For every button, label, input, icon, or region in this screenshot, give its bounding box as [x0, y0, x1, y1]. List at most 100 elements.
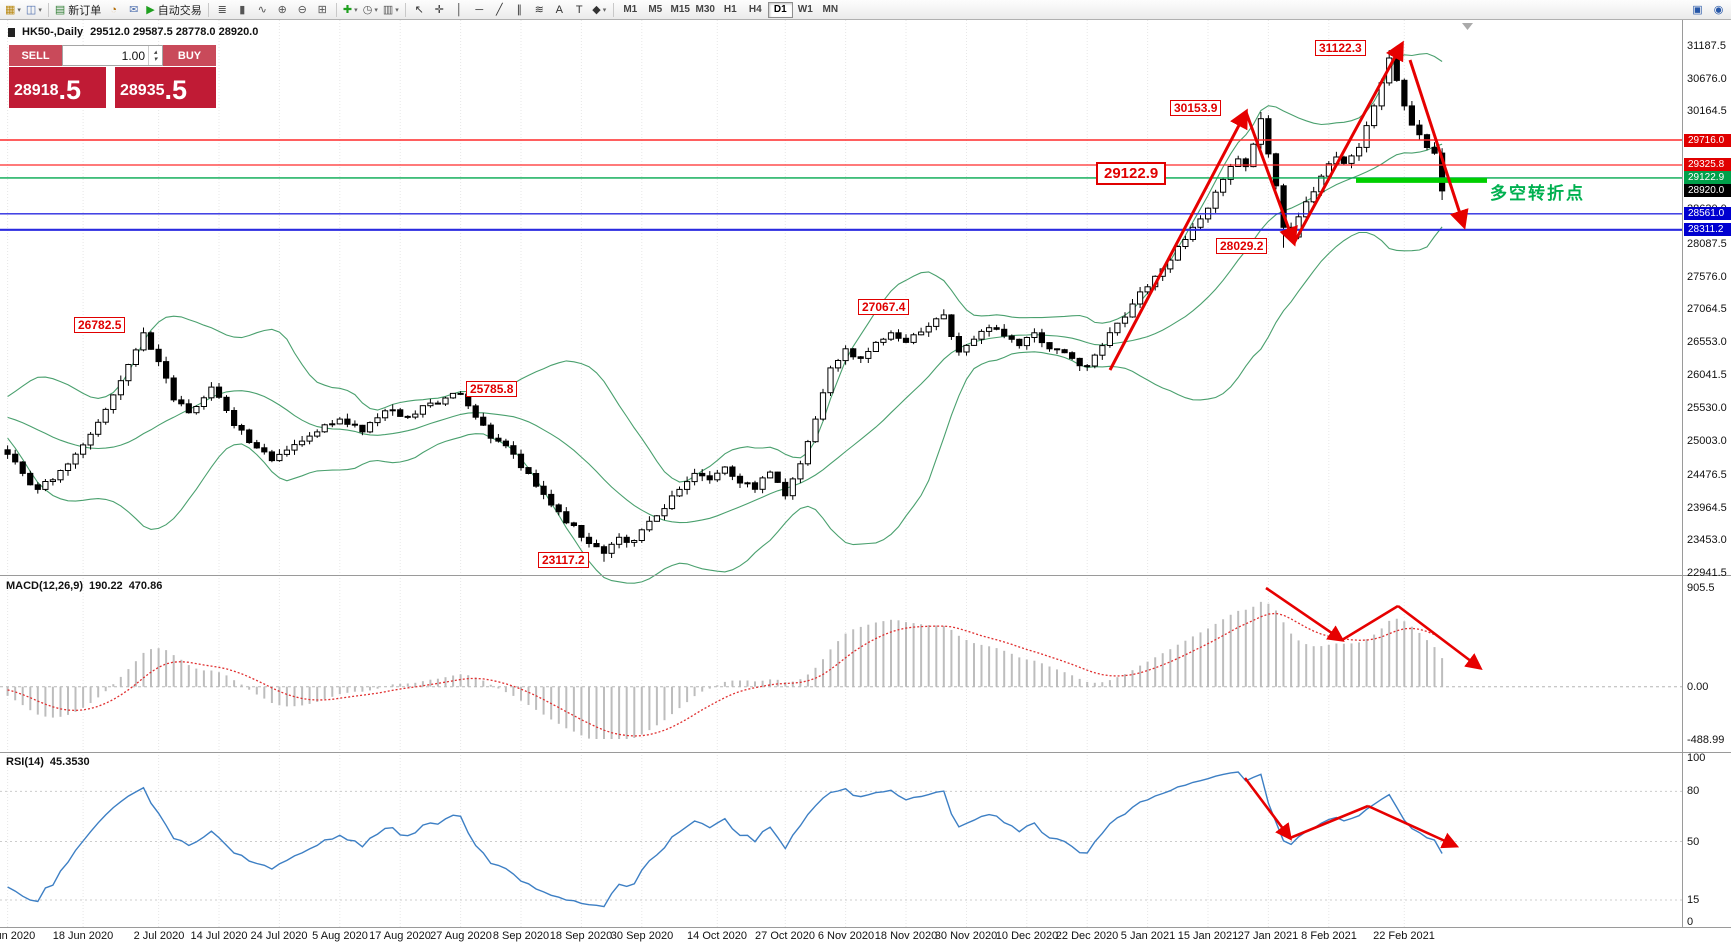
trend-arrow[interactable] [1408, 59, 1469, 230]
toolbar-right-group: ▣ ◉ [1688, 1, 1728, 18]
price-axis-label: 24476.5 [1687, 469, 1727, 481]
trend-arrow[interactable] [1397, 604, 1483, 671]
price-annotation[interactable]: 27067.4 [858, 299, 910, 315]
trend-arrow[interactable] [1243, 777, 1293, 841]
bar-chart-icon: ≣ [217, 4, 227, 16]
shapes-button[interactable]: ◆ ▾ [590, 1, 609, 18]
one-click-trading-panel: SELL 1.00 ▴ ▾ BUY 28918 .5 28935 .5 [9, 45, 216, 108]
caret-down-icon: ▾ [602, 6, 607, 14]
timeframe-h1[interactable]: H1 [723, 4, 737, 15]
new-order-button[interactable]: ▤ 新订单 [53, 1, 103, 18]
chart-ohlc-header: HK50-,Daily 29512.0 29587.5 28778.0 2892… [8, 26, 258, 38]
zoom-in-button[interactable]: ⊕ [273, 1, 292, 18]
timeframe-w1[interactable]: W1 [797, 4, 813, 15]
time-axis-label: 14 Oct 2020 [687, 930, 747, 942]
volume-stepper[interactable]: 1.00 ▴ ▾ [62, 45, 163, 66]
symbol-period-label: HK50-,Daily [22, 26, 84, 38]
cursor-button[interactable]: ↖ [410, 1, 429, 18]
price-axis-label: 22941.5 [1687, 567, 1727, 579]
volume-spinner[interactable]: ▴ ▾ [148, 46, 162, 65]
crosshair-button[interactable]: ✛ [430, 1, 449, 18]
spinner-up-icon[interactable]: ▴ [153, 48, 158, 56]
timeframe-m5[interactable]: M5 [648, 4, 663, 15]
timeframe-h4[interactable]: H4 [748, 4, 762, 15]
timeframe-d1[interactable]: D1 [767, 1, 793, 18]
timeframe-m1[interactable]: M1 [623, 4, 638, 15]
trend-arrow[interactable] [1108, 108, 1248, 371]
price-annotation[interactable]: 30153.9 [1170, 100, 1222, 116]
shapes-icon: ◆ [592, 4, 601, 16]
caret-down-icon: ▾ [354, 6, 358, 14]
trend-arrow[interactable] [1244, 111, 1298, 247]
time-axis-label: 30 Sep 2020 [610, 930, 674, 942]
price-annotation[interactable]: 23117.2 [538, 552, 589, 568]
indicators-icon: ✚ [342, 4, 353, 16]
buy-price[interactable]: 28935 .5 [115, 67, 216, 108]
trend-arrow[interactable] [1292, 40, 1404, 244]
zoom-out-button[interactable]: ⊖ [293, 1, 312, 18]
macd-value-signal: 470.86 [128, 580, 163, 592]
cursor-icon: ↖ [414, 4, 424, 16]
fibonacci-button[interactable]: ≋ [530, 1, 549, 18]
sell-price[interactable]: 28918 .5 [9, 67, 106, 108]
line-chart-button[interactable]: ∿ [253, 1, 272, 18]
timeframe-m15[interactable]: M15 [670, 4, 690, 15]
alerts-button[interactable]: ◔ [104, 1, 123, 18]
price-tag-pivot: 29122.9 [1684, 171, 1731, 184]
price-axis-label: 30164.5 [1687, 105, 1727, 117]
fibonacci-icon: ≋ [534, 4, 544, 16]
horizontal-line-icon: ─ [475, 3, 484, 16]
price-axis-label: 27576.0 [1687, 271, 1727, 283]
toolbar-separator [47, 2, 49, 17]
line-chart-icon: ∿ [257, 4, 267, 16]
templates-button[interactable]: ▥ ▾ [381, 1, 401, 18]
chart-profiles-icon: ◫ [25, 4, 37, 16]
price-annotation[interactable]: 29122.9 [1096, 162, 1167, 185]
timeframe-m30[interactable]: M30 [695, 4, 715, 15]
mailbox-button[interactable]: ✉ [124, 1, 143, 18]
price-axis-label: 28087.5 [1687, 238, 1727, 250]
vertical-line-button[interactable]: │ [450, 1, 469, 18]
indicators-button[interactable]: ✚ ▾ [341, 1, 360, 18]
sell-button[interactable]: SELL [9, 45, 62, 66]
auto-trading-button[interactable]: ▶ 自动交易 [144, 1, 203, 18]
community-button[interactable]: ◉ [1709, 1, 1728, 18]
trend-arrow[interactable] [1367, 804, 1460, 849]
chart-shift-marker[interactable] [1462, 23, 1473, 30]
buy-button[interactable]: BUY [163, 45, 216, 66]
price-tag-res: 29325.8 [1684, 158, 1731, 171]
toolbar-separator [335, 2, 337, 17]
horizontal-line-button[interactable]: ─ [470, 1, 489, 18]
timeframe-mn[interactable]: MN [822, 4, 839, 15]
price-annotation[interactable]: 25785.8 [466, 381, 518, 397]
toolbar-separator [207, 2, 209, 17]
trend-arrow[interactable] [1289, 804, 1369, 840]
channel-button[interactable]: ∥ [510, 1, 529, 18]
time-axis-label: 17 Aug 2020 [369, 930, 431, 942]
label-button[interactable]: T [570, 1, 589, 18]
price-annotation[interactable]: 31122.3 [1315, 40, 1366, 56]
new-chart-icon: ▦ [5, 4, 16, 16]
tile-windows-button[interactable]: ⊞ [313, 1, 332, 18]
trendline-button[interactable]: ╱ [490, 1, 509, 18]
price-annotation[interactable]: 26782.5 [74, 317, 126, 333]
periods-button[interactable]: ◷ ▾ [361, 1, 380, 18]
community-icon: ◉ [1713, 4, 1724, 16]
trend-arrow[interactable] [1341, 604, 1399, 642]
time-axis-label: 27 Oct 2020 [755, 930, 815, 942]
price-annotation[interactable]: 28029.2 [1216, 238, 1268, 254]
trend-arrow[interactable] [1265, 586, 1345, 642]
candlestick-chart-button[interactable]: ▮ [233, 1, 252, 18]
price-axis-label: 25003.0 [1687, 435, 1727, 447]
macd-panel [0, 601, 1682, 739]
alerts-icon: ◔ [110, 3, 118, 16]
help-button[interactable]: ▣ [1688, 1, 1707, 18]
bar-chart-button[interactable]: ≣ [213, 1, 232, 18]
text-button[interactable]: A [550, 1, 569, 18]
new-chart-button[interactable]: ▦ ▾ [3, 1, 23, 18]
spinner-down-icon[interactable]: ▾ [153, 55, 158, 63]
sell-price-fraction: .5 [58, 75, 82, 105]
volume-value[interactable]: 1.00 [121, 48, 145, 63]
chart-profiles-button[interactable]: ◫ ▾ [24, 1, 44, 18]
